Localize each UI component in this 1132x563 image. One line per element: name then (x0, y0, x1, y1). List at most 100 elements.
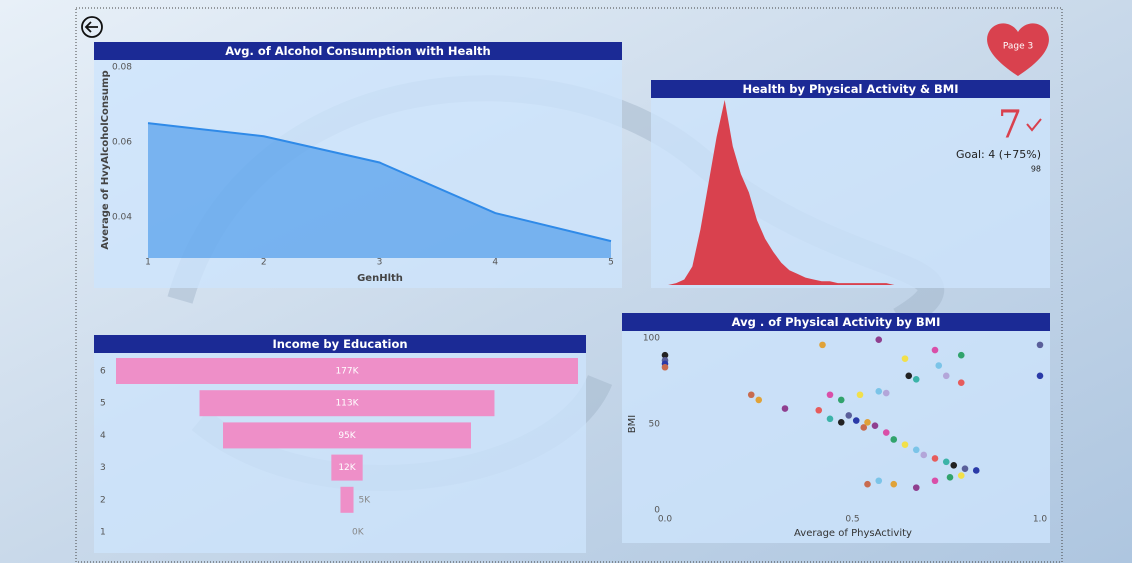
point (957, 351, 965, 359)
category-label: 6 (100, 367, 106, 377)
check-icon (1026, 118, 1042, 132)
point (912, 446, 920, 454)
kpi-goal: Goal: 4 (+75%) (956, 148, 1041, 161)
y-tick-label: 0 (654, 506, 660, 516)
x-tick-label: 0.5 (845, 515, 859, 525)
line (147, 122, 612, 243)
point (912, 484, 920, 491)
bar (340, 486, 354, 513)
point (957, 472, 965, 479)
point (852, 417, 860, 424)
point (942, 372, 950, 380)
chart-title: Income by Education (272, 337, 407, 351)
bar (223, 422, 471, 449)
back-circle (81, 16, 103, 38)
title-bar (651, 80, 1050, 98)
point (972, 467, 980, 474)
value-label: 177K (335, 367, 359, 377)
value-label: 113K (335, 399, 359, 409)
category-label: 3 (100, 463, 106, 473)
page-button[interactable]: Page 3 (987, 23, 1049, 76)
point (755, 396, 763, 404)
point (931, 346, 939, 354)
point (819, 341, 826, 349)
report-border (75, 7, 1063, 563)
title-bar (94, 42, 622, 60)
point (961, 465, 969, 473)
panel (622, 313, 1050, 543)
point (845, 412, 853, 419)
point (864, 418, 871, 426)
point (935, 362, 943, 369)
page-label: Page 3 (1003, 42, 1033, 52)
x-tick-label: 3 (377, 258, 383, 268)
x-tick-label: 0.0 (658, 515, 673, 525)
point (747, 391, 755, 399)
back-arrow (84, 21, 98, 33)
kpi-max: 98 (1031, 165, 1041, 174)
point (826, 391, 834, 399)
chart-title: Avg. of Alcohol Consumption with Health (225, 44, 490, 58)
y-tick-label: 0.06 (112, 137, 132, 147)
y-axis-label: Average of HvyAlcoholConsump (100, 70, 111, 249)
area (148, 123, 611, 258)
point (912, 375, 920, 383)
point (661, 351, 669, 359)
point (1036, 372, 1044, 380)
value-label: 0K (352, 528, 365, 538)
point (957, 379, 965, 387)
point (837, 418, 845, 426)
point (860, 424, 868, 431)
point (890, 436, 898, 443)
point (882, 389, 890, 397)
point (864, 480, 871, 488)
y-tick-label: 0.08 (112, 63, 132, 73)
point (905, 372, 913, 380)
point (950, 461, 958, 469)
back-button[interactable] (81, 16, 103, 38)
x-axis-label: Average of PhysActivity (794, 528, 912, 539)
point (890, 480, 898, 488)
point (901, 441, 909, 448)
x-tick-label: 1 (145, 258, 151, 268)
chart-title: Health by Physical Activity & BMI (742, 82, 958, 96)
chart-title: Avg . of Physical Activity by BMI (732, 315, 941, 329)
bar (331, 454, 363, 481)
x-axis-label: GenHlth (357, 273, 403, 284)
x-tick-label: 5 (608, 258, 614, 268)
x-tick-label: 4 (492, 258, 498, 268)
x-tick-label: 2 (261, 258, 267, 268)
category-label: 5 (100, 399, 106, 409)
point (871, 422, 879, 430)
y-tick-label: 0.04 (112, 212, 132, 222)
point (931, 477, 939, 485)
category-label: 4 (100, 431, 106, 441)
y-axis-label: BMI (627, 415, 638, 433)
point (1036, 341, 1044, 349)
value-label: 12K (338, 463, 356, 473)
point (882, 429, 890, 436)
title-bar (622, 313, 1050, 331)
point (875, 477, 883, 485)
y-tick-label: 50 (649, 420, 661, 430)
y-tick-label: 100 (643, 334, 660, 344)
x-tick-label: 1.0 (1033, 515, 1048, 525)
point (942, 458, 950, 466)
heart-icon (987, 23, 1049, 76)
category-label: 2 (100, 495, 106, 505)
point (856, 391, 864, 399)
bar (116, 358, 578, 384)
title-bar (94, 335, 586, 353)
point (837, 396, 845, 404)
point (931, 455, 939, 462)
point (946, 474, 954, 481)
category-label: 1 (100, 528, 106, 538)
point (826, 415, 834, 423)
bar (199, 390, 495, 417)
kpi-value: 7 (998, 103, 1022, 147)
value-label: 5K (359, 495, 372, 505)
value-label: 95K (338, 431, 356, 441)
point (781, 405, 789, 412)
point (875, 336, 883, 344)
